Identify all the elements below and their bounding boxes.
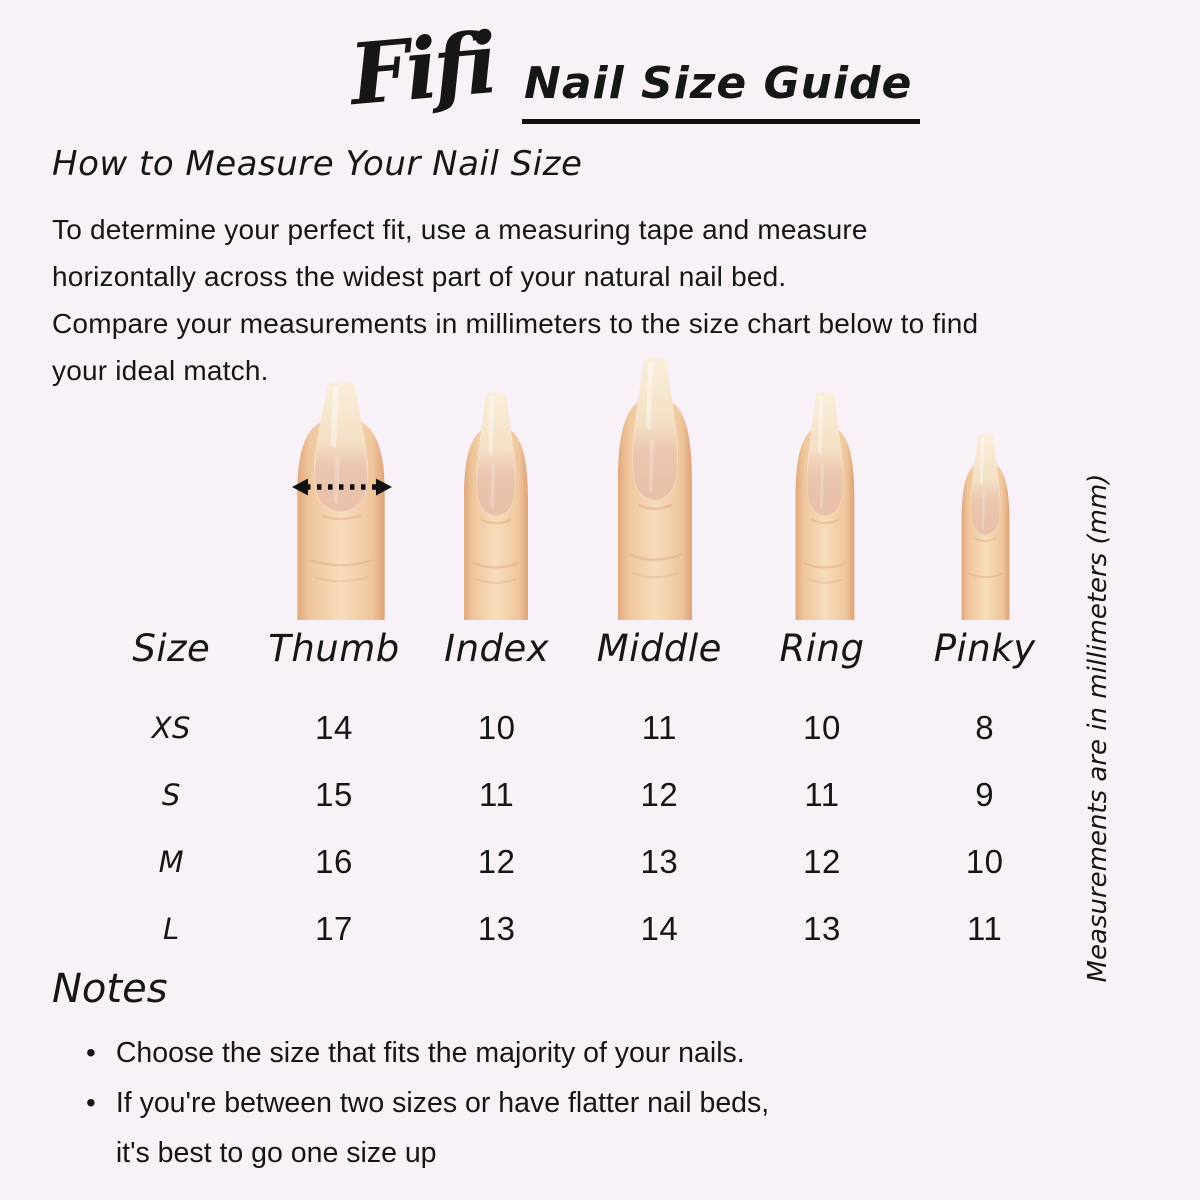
value-cell: 14 <box>640 909 679 947</box>
row-label-s: S <box>161 777 181 812</box>
value-cell: 11 <box>641 708 677 746</box>
value-cell: 11 <box>479 775 515 813</box>
measurement-unit-note: Measurements are in millimeters (mm) <box>1083 473 1113 983</box>
row-label-xs: XS <box>151 710 191 745</box>
note-text: it's best to go one size up <box>115 1137 437 1169</box>
note-item: • If you're between two sizes or have fl… <box>86 1078 769 1178</box>
row-label-m: M <box>158 844 185 879</box>
value-cell: 10 <box>965 842 1004 880</box>
finger-illustration-middle <box>611 357 699 620</box>
column-header-ring: Ring <box>779 626 865 670</box>
bullet-icon: • <box>86 1037 96 1068</box>
size-chart-body: XS 14 10 11 10 8 S 15 11 12 11 9 M 16 12… <box>90 694 1066 962</box>
intro-paragraphs: To determine your perfect fit, use a mea… <box>52 206 978 394</box>
width-arrow-icon <box>291 476 393 498</box>
note-text: Choose the size that fits the majority o… <box>115 1037 745 1069</box>
row-label-l: L <box>162 911 180 946</box>
size-chart-header: Size Thumb Index Middle Ring Pinky <box>90 618 1066 678</box>
value-cell: 9 <box>975 775 995 813</box>
column-header-index: Index <box>444 626 550 670</box>
notes-heading: Notes <box>52 966 168 1012</box>
finger-diagram <box>0 350 1200 620</box>
column-header-size: Size <box>132 626 211 670</box>
page-title: Nail Size Guide <box>522 58 921 124</box>
brand-logo: Fifi <box>346 13 498 125</box>
value-cell: 15 <box>315 775 353 813</box>
finger-illustration-ring <box>790 391 860 620</box>
value-cell: 11 <box>804 775 840 813</box>
intro-line: your ideal match. <box>52 355 269 386</box>
value-cell: 14 <box>315 708 353 746</box>
intro-line: To determine your perfect fit, use a mea… <box>52 214 868 245</box>
value-cell: 10 <box>803 708 841 746</box>
note-text: If you're between two sizes or have flat… <box>115 1087 770 1119</box>
column-header-middle: Middle <box>596 626 722 670</box>
value-cell: 16 <box>315 842 353 880</box>
value-cell: 10 <box>477 708 516 746</box>
intro-line: Compare your measurements in millimeters… <box>52 308 979 339</box>
value-cell: 12 <box>477 842 516 880</box>
notes-list: • Choose the size that fits the majority… <box>86 1028 769 1178</box>
column-header-thumb: Thumb <box>268 626 400 670</box>
value-cell: 13 <box>803 909 841 947</box>
finger-illustration-thumb <box>289 381 393 620</box>
value-cell: 12 <box>803 842 841 880</box>
value-cell: 17 <box>315 909 353 947</box>
intro-line: horizontally across the widest part of y… <box>52 261 787 292</box>
finger-illustration-pinky <box>957 433 1014 620</box>
note-item: • Choose the size that fits the majority… <box>86 1028 769 1078</box>
section-heading-how-to-measure: How to Measure Your Nail Size <box>52 144 583 184</box>
value-cell: 13 <box>640 842 679 880</box>
value-cell: 11 <box>967 909 1003 947</box>
value-cell: 12 <box>640 775 679 813</box>
value-cell: 8 <box>975 708 995 746</box>
finger-illustration-index <box>458 391 534 620</box>
column-header-pinky: Pinky <box>933 626 1036 670</box>
value-cell: 13 <box>477 909 516 947</box>
bullet-icon: • <box>86 1087 96 1118</box>
